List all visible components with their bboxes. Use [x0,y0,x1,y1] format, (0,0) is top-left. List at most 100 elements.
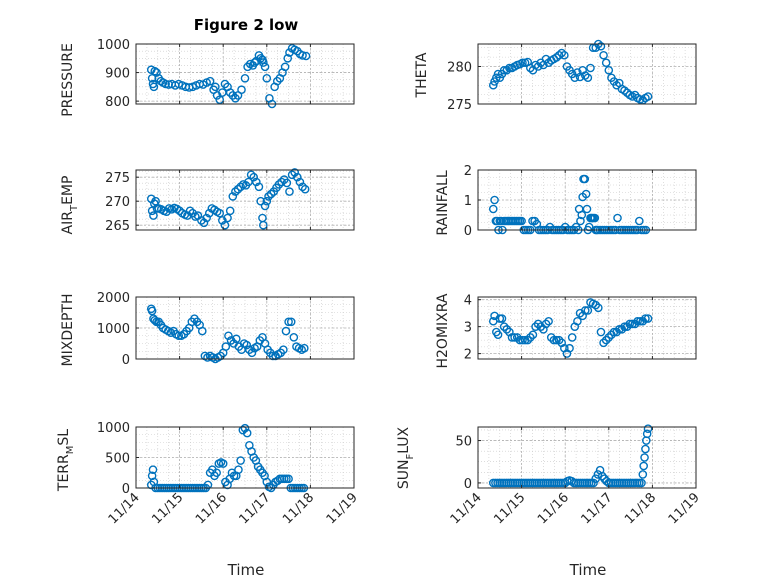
data-point [523,335,533,345]
data-point [488,80,498,90]
data-point [228,192,238,201]
data-point [582,204,592,214]
data-point [293,172,302,182]
data-point [250,58,259,67]
data-point [576,216,585,226]
data-point [212,468,221,478]
data-point [593,470,603,479]
data-point [289,332,299,342]
xlabel-time-right: Time [569,561,607,579]
data-point [497,314,507,323]
data-point [502,65,512,75]
y-tick-label: 280 [447,61,472,76]
data-point [256,196,265,206]
data-point [224,331,233,341]
data-point [518,58,527,68]
y-tick-label: 3 [464,321,472,336]
data-point [147,306,157,316]
data-point [620,86,629,95]
data-point [237,85,246,95]
data-point [262,73,272,83]
data-point [591,300,601,310]
y-tick-label: 2 [464,348,472,363]
data-point [199,218,209,228]
data-point [215,95,225,105]
data-point [488,204,498,214]
data-point [236,456,245,465]
data-point [240,73,250,83]
x-tick-label: 11/16 [193,490,230,527]
data-point [148,465,158,475]
y-tick-label: 270 [105,195,130,210]
data-point [262,196,272,206]
ylabel-h2omixra: H2OMIXRA [435,293,451,368]
data-point [633,316,642,326]
data-point [638,470,648,479]
data-point [557,48,567,58]
subplot-rainfall: 0 1 2 [464,164,697,239]
data-point [282,178,292,188]
data-point [596,41,606,51]
data-point [601,335,611,345]
data-point [197,326,207,336]
data-point [256,53,265,63]
data-point [641,444,650,454]
data-point [215,208,225,218]
data-point [234,465,243,475]
y-tick-label: 275 [105,171,130,186]
data-point [586,63,595,73]
x-tick-label: 11/15 [491,490,528,527]
data-point [150,66,160,76]
data-point [260,201,270,211]
y-tick-label: 275 [447,98,472,113]
data-point [150,315,160,325]
x-tick-label: 11/15 [149,490,186,527]
data-point [287,170,297,180]
data-point [601,58,611,68]
y-tick-label: 900 [105,67,130,82]
data-point [152,68,161,77]
data-point [552,53,561,62]
data-point [149,82,159,92]
subplot-sun-flux: 0 50 11/14 11/15 11/16 11/17 11/18 11/19 [448,424,703,527]
x-tick-label: 11/19 [666,490,703,527]
data-point [242,428,252,438]
x-tick-label: 11/16 [535,490,572,527]
data-point [236,182,245,192]
data-point [223,213,232,223]
data-point [493,330,503,340]
ylabel-air-temp: AIRTEMP [60,176,80,235]
data-point [295,177,305,187]
axes-box-pressure [135,43,355,105]
ylabel-pressure: PRESSURE [60,43,76,117]
data-point [266,189,276,199]
data-point [218,216,227,225]
y-tick-label: 1000 [97,38,130,53]
data-point [642,429,652,439]
axes-box-air-temp [135,169,355,231]
data-point [590,213,600,223]
data-point [594,303,603,313]
data-point [211,82,220,92]
data-point [604,65,614,75]
data-point [599,338,608,348]
data-point [242,340,252,350]
data-point [639,461,648,471]
data-point [147,471,157,481]
y-tick-label: 1000 [97,421,130,436]
axes-box-theta [477,43,697,105]
data-point [259,58,268,67]
y-tick-label: 0 [464,224,472,239]
y-tick-label: 0 [464,477,472,492]
data-point [202,213,211,223]
data-point [279,345,288,355]
subplot-air-temp: 265 270 275 [105,168,355,234]
data-point [281,326,291,336]
y-tick-label: 1000 [97,322,130,337]
data-point [554,50,564,60]
data-point [298,182,307,192]
data-point [580,174,590,184]
data-point [286,317,296,327]
data-point [185,206,195,216]
